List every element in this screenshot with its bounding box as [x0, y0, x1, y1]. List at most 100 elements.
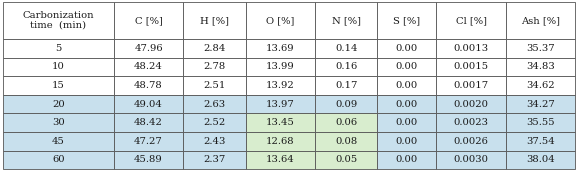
Text: 49.04: 49.04	[134, 100, 163, 109]
Bar	[315, 151, 377, 169]
Text: 35.37: 35.37	[526, 44, 555, 53]
Bar	[3, 132, 114, 151]
Bar	[114, 151, 183, 169]
Bar	[3, 113, 114, 132]
Text: 2.51: 2.51	[203, 81, 225, 90]
Text: 0.06: 0.06	[335, 118, 357, 127]
Text: 0.0015: 0.0015	[454, 62, 488, 71]
Text: 47.27: 47.27	[134, 137, 163, 146]
Text: 37.54: 37.54	[526, 137, 555, 146]
Bar	[377, 2, 436, 39]
Bar	[114, 132, 183, 151]
Bar	[3, 151, 114, 169]
Text: H [%]: H [%]	[200, 16, 229, 25]
Text: 0.00: 0.00	[396, 155, 418, 165]
Text: Ash [%]: Ash [%]	[521, 16, 560, 25]
Bar	[506, 76, 575, 95]
Bar	[246, 76, 315, 95]
Text: S [%]: S [%]	[394, 16, 420, 25]
Text: 38.04: 38.04	[526, 155, 555, 165]
Bar	[436, 39, 506, 58]
Bar	[315, 95, 377, 113]
Text: N [%]: N [%]	[332, 16, 361, 25]
Text: 45.89: 45.89	[134, 155, 163, 165]
Bar	[315, 76, 377, 95]
Text: 2.84: 2.84	[203, 44, 225, 53]
Bar	[3, 76, 114, 95]
Bar	[377, 132, 436, 151]
Text: 0.00: 0.00	[396, 137, 418, 146]
Text: 13.64: 13.64	[266, 155, 295, 165]
Bar	[506, 132, 575, 151]
Bar	[377, 39, 436, 58]
Bar	[3, 58, 114, 76]
Bar	[183, 2, 246, 39]
Bar	[246, 2, 315, 39]
Text: 0.0030: 0.0030	[454, 155, 488, 165]
Bar	[506, 39, 575, 58]
Bar	[114, 39, 183, 58]
Bar	[114, 2, 183, 39]
Bar	[315, 2, 377, 39]
Text: C [%]: C [%]	[135, 16, 162, 25]
Text: O [%]: O [%]	[266, 16, 295, 25]
Text: 0.14: 0.14	[335, 44, 357, 53]
Text: 0.16: 0.16	[335, 62, 357, 71]
Text: 34.27: 34.27	[526, 100, 555, 109]
Text: Cl [%]: Cl [%]	[455, 16, 487, 25]
Bar	[183, 58, 246, 76]
Text: 2.78: 2.78	[203, 62, 225, 71]
Bar	[183, 151, 246, 169]
Text: 48.24: 48.24	[134, 62, 163, 71]
Bar	[436, 113, 506, 132]
Text: 5: 5	[55, 44, 62, 53]
Text: 0.17: 0.17	[335, 81, 357, 90]
Bar	[377, 95, 436, 113]
Bar	[114, 76, 183, 95]
Bar	[315, 113, 377, 132]
Text: 0.0026: 0.0026	[454, 137, 488, 146]
Text: 0.0013: 0.0013	[454, 44, 488, 53]
Text: Carbonization
time  (min): Carbonization time (min)	[23, 11, 94, 30]
Bar	[114, 58, 183, 76]
Text: 15: 15	[52, 81, 65, 90]
Bar	[183, 39, 246, 58]
Text: 60: 60	[52, 155, 65, 165]
Text: 0.0017: 0.0017	[454, 81, 488, 90]
Text: 0.00: 0.00	[396, 81, 418, 90]
Bar	[377, 58, 436, 76]
Text: 0.0023: 0.0023	[454, 118, 488, 127]
Bar	[315, 39, 377, 58]
Text: 48.42: 48.42	[134, 118, 163, 127]
Text: 0.08: 0.08	[335, 137, 357, 146]
Bar	[436, 76, 506, 95]
Bar	[315, 132, 377, 151]
Text: 20: 20	[52, 100, 65, 109]
Bar	[3, 39, 114, 58]
Text: 0.00: 0.00	[396, 62, 418, 71]
Text: 47.96: 47.96	[134, 44, 163, 53]
Text: 0.0020: 0.0020	[454, 100, 488, 109]
Bar	[436, 2, 506, 39]
Text: 0.05: 0.05	[335, 155, 357, 165]
Bar	[436, 132, 506, 151]
Bar	[183, 132, 246, 151]
Text: 48.78: 48.78	[134, 81, 163, 90]
Text: 30: 30	[52, 118, 65, 127]
Bar	[377, 113, 436, 132]
Text: 0.00: 0.00	[396, 44, 418, 53]
Bar	[315, 58, 377, 76]
Bar	[3, 2, 114, 39]
Text: 2.37: 2.37	[203, 155, 225, 165]
Text: 13.45: 13.45	[266, 118, 295, 127]
Text: 12.68: 12.68	[266, 137, 295, 146]
Bar	[506, 2, 575, 39]
Bar	[114, 113, 183, 132]
Text: 2.43: 2.43	[203, 137, 225, 146]
Text: 13.99: 13.99	[266, 62, 295, 71]
Bar	[436, 151, 506, 169]
Bar	[183, 113, 246, 132]
Text: 10: 10	[52, 62, 65, 71]
Text: 34.83: 34.83	[526, 62, 555, 71]
Bar	[246, 39, 315, 58]
